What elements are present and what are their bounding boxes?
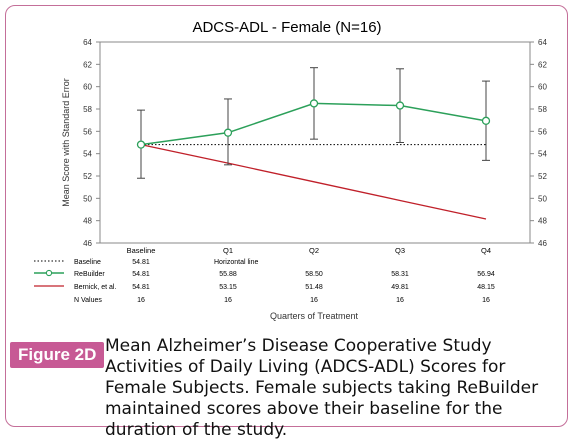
table-value: 54.81: [132, 259, 150, 266]
x-axis-label: Quarters of Treatment: [270, 311, 359, 321]
table-value: Horizontal line: [214, 259, 258, 266]
y-tick-label-left: 46: [83, 239, 92, 248]
n-value: 16: [396, 297, 404, 304]
rebuilder-point: [481, 116, 491, 125]
y-tick-label-left: 62: [83, 60, 92, 69]
y-tick-label-left: 58: [83, 105, 92, 114]
legend-label-baseline: Baseline: [74, 259, 101, 266]
plot-area: [99, 41, 531, 244]
rebuilder-point: [395, 101, 405, 110]
n-value: 16: [482, 297, 490, 304]
n-values-label: N Values: [74, 297, 102, 304]
y-tick-label-right: 46: [538, 239, 547, 248]
table-value: 58.50: [305, 271, 323, 278]
y-tick-label-left: 54: [83, 150, 92, 159]
y-tick-label-right: 54: [538, 150, 547, 159]
y-tick-label-right: 56: [538, 127, 547, 136]
y-tick-label-right: 58: [538, 105, 547, 114]
y-tick-label-right: 62: [538, 60, 547, 69]
table-value: 56.94: [477, 271, 495, 278]
y-tick-label-right: 48: [538, 217, 547, 226]
n-value: 16: [137, 297, 145, 304]
table-value: 51.48: [305, 284, 323, 291]
n-value: 16: [310, 297, 318, 304]
y-tick-label-left: 64: [83, 38, 92, 47]
table-value: 54.81: [132, 271, 150, 278]
n-value: 16: [224, 297, 232, 304]
x-tick-label: Q1: [223, 246, 233, 255]
x-tick-label: Q4: [481, 246, 491, 255]
table-value: 49.81: [391, 284, 409, 291]
legend-label-bernick: Bernick, et al.: [74, 284, 116, 291]
legend-key-rebuilder-marker: [45, 269, 53, 277]
table-value: 58.31: [391, 271, 409, 278]
table-value: 53.15: [219, 284, 237, 291]
y-tick-label-left: 56: [83, 127, 92, 136]
y-axis-label: Mean Score with Standard Error: [61, 78, 71, 207]
figure-label: Figure 2D: [10, 342, 105, 368]
y-tick-label-right: 50: [538, 194, 547, 203]
rebuilder-point: [136, 140, 146, 149]
y-tick-label-right: 60: [538, 83, 547, 92]
rebuilder-point: [223, 128, 233, 137]
y-tick-label-left: 50: [83, 194, 92, 203]
x-tick-label: Q3: [395, 246, 405, 255]
x-tick-label: Baseline: [127, 246, 156, 255]
y-tick-label-left: 48: [83, 217, 92, 226]
bernick-series-line: [140, 143, 487, 220]
y-tick-label-right: 52: [538, 172, 547, 181]
table-value: 54.81: [132, 284, 150, 291]
table-value: 55.88: [219, 271, 237, 278]
chart: ADCS-ADL - Female (N=16) 46 46 48 48 50 50 52 52…: [34, 19, 547, 321]
legend-label-rebuilder: ReBuilder: [74, 271, 105, 278]
table-value: 48.15: [477, 284, 495, 291]
y-tick-label-left: 60: [83, 83, 92, 92]
y-tick-label-left: 52: [83, 172, 92, 181]
chart-title: ADCS-ADL - Female (N=16): [192, 19, 381, 36]
caption-text: Mean Alzheimer’s Disease Cooperative Stu…: [105, 336, 539, 440]
x-tick-label: Q2: [309, 246, 319, 255]
rebuilder-point: [309, 99, 319, 108]
y-tick-label-right: 64: [538, 38, 547, 47]
